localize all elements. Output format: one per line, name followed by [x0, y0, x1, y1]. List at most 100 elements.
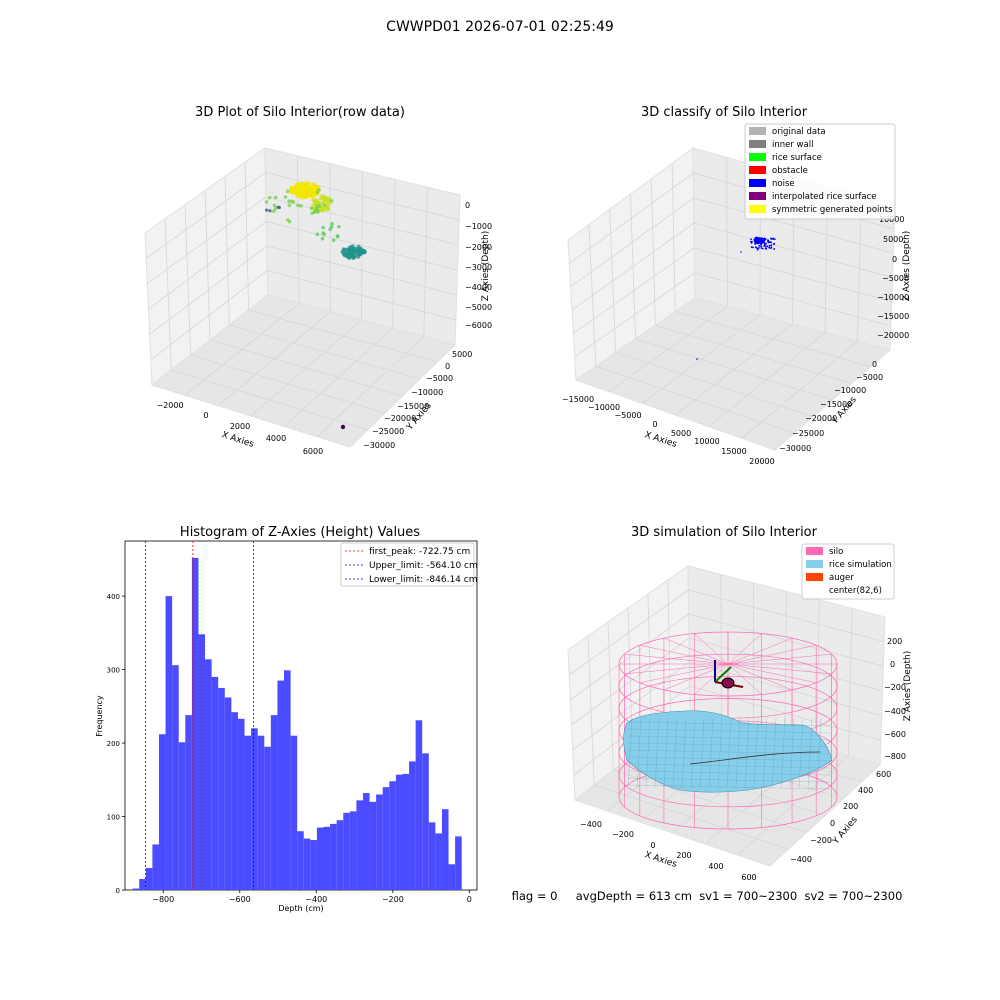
scatter-point [296, 203, 300, 208]
scatter-point [320, 236, 325, 241]
scatter-point [362, 248, 367, 253]
pane-gridlines [569, 157, 895, 439]
x-tick: −15000 [562, 395, 594, 404]
hist-bar [455, 836, 462, 890]
status-line: flag = 0 avgDepth = 613 cm sv1 = 700~230… [512, 889, 903, 903]
scatter-point [351, 247, 356, 252]
hist-bar [277, 680, 285, 890]
mesh-line [699, 717, 705, 789]
scatter-point [309, 206, 314, 211]
y-tick: 0 [445, 362, 450, 371]
hist-bar [290, 735, 298, 890]
hist-bar [343, 812, 350, 890]
hist-y-ticks: 0 100 200 300 400 [107, 593, 125, 895]
hist-bar [211, 676, 219, 890]
x-tick-label: 0 [467, 895, 472, 904]
hist-bar [165, 596, 173, 890]
scatter-point [320, 207, 325, 212]
z-tick: 0 [890, 660, 895, 669]
noise-point [770, 241, 773, 244]
legend-label: obstacle [772, 166, 808, 176]
z-tick: 5000 [883, 235, 903, 244]
hist-bar [395, 774, 403, 890]
hist-bar [303, 838, 311, 890]
scatter-point [325, 203, 330, 208]
silo-top-spoke [624, 663, 729, 675]
noise-point [760, 237, 764, 241]
scatter-point [348, 247, 353, 252]
hist-bar [422, 753, 429, 890]
scatter-point [300, 188, 306, 194]
panel-classify-3d: 3D classify of Silo Interior −15000 −100… [562, 105, 912, 466]
hist-bar [310, 840, 317, 890]
hist-bar [257, 735, 265, 890]
z-tick: 0 [892, 255, 897, 264]
mesh-line [627, 728, 831, 734]
noise-point [770, 247, 772, 250]
y-tick: 5000 [452, 350, 472, 359]
hist-x-axis-label: Depth (cm) [278, 904, 323, 913]
hist-bar [231, 712, 238, 890]
z-tick: −800 [884, 752, 906, 761]
silo-top-spoke [663, 637, 729, 665]
y-tick: −25000 [792, 429, 824, 438]
x-tick: −200 [612, 830, 634, 839]
legend-swatch [806, 573, 823, 581]
auger-arrow-y [714, 666, 732, 683]
scatter-point [322, 232, 326, 237]
x-tick: 0 [203, 411, 208, 420]
z-tick: −3000 [465, 263, 492, 272]
legend-swatch [749, 205, 766, 213]
scatter-point [322, 203, 327, 207]
sim-title: 3D simulation of Silo Interior [631, 525, 818, 540]
x-tick-label: −200 [382, 895, 404, 904]
hist-bar [415, 720, 423, 890]
hist-bar [264, 746, 271, 890]
noise-point [696, 358, 698, 360]
noise-point [766, 245, 768, 248]
hist-bar [389, 781, 396, 890]
y-tick: 0 [830, 819, 835, 828]
scatter-point [321, 225, 325, 230]
mesh-line [627, 777, 831, 783]
noise-point [756, 248, 759, 251]
noise-point [754, 236, 758, 240]
scatter-point [264, 208, 269, 212]
scatter-point [287, 203, 292, 208]
mesh-line [798, 717, 804, 789]
hist-bar [349, 811, 357, 890]
scatter-point [273, 195, 278, 200]
legend-swatch [806, 547, 823, 555]
mesh-line [807, 717, 813, 789]
scatter-point [310, 184, 316, 190]
scatter-point [329, 199, 334, 203]
mesh-line [645, 717, 651, 789]
y-tick-label: 200 [107, 740, 120, 748]
hist-bar [316, 827, 324, 890]
scatter-point [310, 211, 314, 216]
scatter-point [337, 225, 341, 229]
y-tick-label: 300 [107, 667, 120, 675]
gridline [316, 336, 425, 437]
x-axis-label: X Axies [220, 430, 255, 450]
mesh-line [627, 749, 831, 755]
y-tick: −30000 [779, 444, 811, 453]
mesh-line [627, 721, 831, 727]
scatter-point [313, 209, 318, 214]
noise-point [758, 247, 760, 249]
mesh-line [672, 717, 678, 789]
x-tick: 400 [708, 862, 723, 871]
scatter-point [303, 193, 309, 199]
x-tick: 0 [650, 841, 655, 850]
z-axis-label: Z Axies (Depth) [902, 231, 912, 302]
mesh-line [627, 770, 831, 776]
pane-gridlines [145, 155, 460, 437]
hist-bar [428, 822, 436, 890]
hist-bar [205, 659, 212, 890]
mesh-line [708, 717, 714, 789]
noise-point [764, 247, 767, 250]
y-tick: −30000 [363, 441, 395, 450]
legend-swatch [749, 166, 766, 174]
legend-swatch [749, 127, 766, 135]
noise-point [751, 240, 753, 243]
